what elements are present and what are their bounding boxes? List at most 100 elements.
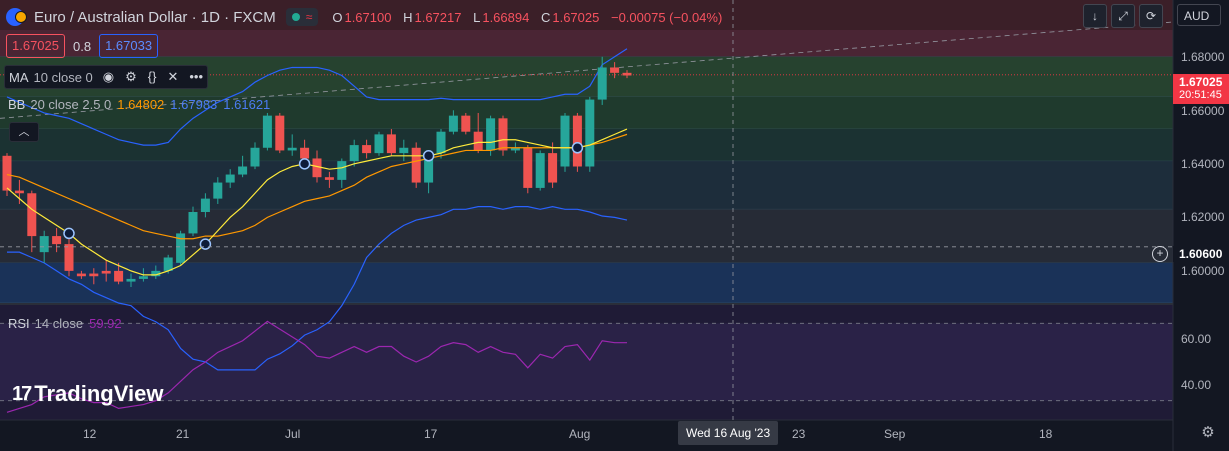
candle-body[interactable] [238, 166, 248, 175]
x-tick-label: 12 [83, 427, 97, 441]
ma-legend[interactable]: MA 10 close 0 ◉ ⚙ {} ✕ ••• [4, 65, 209, 89]
collapse-legend-button[interactable]: ︿ [9, 122, 39, 142]
ohlc-close-key: C [540, 9, 551, 25]
candle-body[interactable] [138, 276, 148, 279]
rsi-band [0, 323, 1173, 401]
eye-icon[interactable]: ◉ [102, 69, 115, 84]
gear-icon[interactable]: ⚙ [125, 69, 137, 84]
ohlc-close-value: 1.67025 [552, 9, 600, 25]
candle-body[interactable] [275, 115, 285, 151]
ma-label: MA [9, 69, 29, 85]
download-icon[interactable]: ↓ [1083, 4, 1107, 28]
candle-body[interactable] [610, 67, 620, 73]
candle-body[interactable] [225, 174, 235, 183]
candle-body[interactable] [486, 118, 496, 151]
candle-body[interactable] [473, 131, 483, 151]
x-tick-label: Aug [569, 427, 591, 441]
candle-body[interactable] [176, 233, 186, 263]
currency-flag-icon [6, 8, 27, 26]
candle-body[interactable] [324, 177, 334, 180]
ma-params: 10 close 0 [33, 69, 93, 85]
candle-body[interactable] [2, 155, 12, 191]
candle-body[interactable] [535, 153, 545, 188]
candle-body[interactable] [374, 134, 384, 154]
candle-body[interactable] [585, 99, 595, 167]
candle-body[interactable] [461, 115, 471, 132]
bb-legend[interactable]: BB 20 close 2.5 0 1.64802 1.67983 1.6162… [8, 95, 270, 113]
gear-icon[interactable]: ⚙ [1201, 424, 1215, 441]
candle-body[interactable] [151, 270, 161, 277]
bb-upper-line [6, 48, 628, 146]
candle-body[interactable] [188, 212, 198, 234]
candle-body[interactable] [436, 131, 446, 154]
candle-body[interactable] [424, 153, 434, 183]
currency-selector[interactable]: AUD [1177, 4, 1221, 26]
candle-body[interactable] [337, 161, 347, 180]
rsi-legend[interactable]: RSI 14 close 59.92 [8, 314, 122, 332]
bb-basis-value: 1.64802 [117, 96, 165, 112]
candle-body[interactable] [287, 147, 297, 151]
candle-body[interactable] [597, 67, 607, 100]
y-tick-label: 1.66000 [1181, 104, 1225, 118]
x-tick-label: Jul [285, 427, 301, 441]
candle-body[interactable] [386, 134, 396, 154]
candle-body[interactable] [523, 147, 533, 188]
y-tick-label: 1.60000 [1181, 264, 1225, 278]
sell-price-button[interactable]: 1.67025 [6, 34, 65, 58]
plus-icon[interactable]: + [1152, 246, 1168, 262]
candle-body[interactable] [64, 244, 74, 271]
candle-body[interactable] [362, 145, 372, 154]
cross-marker [422, 150, 435, 162]
candle-body[interactable] [101, 270, 111, 274]
close-icon[interactable]: ✕ [167, 69, 179, 84]
fullscreen-icon[interactable]: ⤢ [1111, 4, 1135, 28]
ohlc-open-value: 1.67100 [344, 9, 392, 25]
candle-body[interactable] [114, 270, 124, 282]
bar-countdown: 20:51:45 [1179, 89, 1222, 101]
top-zone [0, 0, 1173, 30]
rsi-tick-label: 60.00 [1181, 332, 1212, 346]
crosshair [0, 0, 1173, 420]
candle-body[interactable] [89, 273, 99, 277]
market-status-badge[interactable]: ≈ [285, 8, 319, 26]
candle-body[interactable] [39, 236, 49, 253]
candle-body[interactable] [548, 153, 558, 183]
rsi-line [6, 320, 627, 413]
candle-body[interactable] [399, 147, 409, 154]
candle-body[interactable] [411, 147, 421, 183]
y-tick-label: 1.64000 [1181, 157, 1225, 171]
candle-body[interactable] [262, 115, 272, 148]
candles[interactable] [2, 56, 632, 287]
more-icon[interactable]: ••• [189, 69, 204, 84]
candle-body[interactable] [27, 193, 37, 237]
y-tick-label: 1.62000 [1181, 210, 1225, 224]
ohlc-values: O 1.67100 H 1.67217 L 1.66894 C 1.67025 −0.0… [332, 10, 730, 25]
candle-body[interactable] [312, 158, 322, 178]
candle-body[interactable] [448, 115, 458, 132]
candle-body[interactable] [349, 145, 359, 162]
candle-body[interactable] [560, 115, 570, 167]
candle-body[interactable] [52, 236, 62, 245]
candle-body[interactable] [572, 115, 582, 167]
bb-lower-line [7, 206, 628, 371]
screenshot-icon[interactable]: ⟳ [1139, 4, 1163, 28]
candle-body[interactable] [126, 278, 136, 282]
candle-body[interactable] [213, 182, 223, 199]
candle-body[interactable] [510, 147, 520, 151]
candle-body[interactable] [200, 198, 210, 212]
candle-body[interactable] [622, 72, 632, 76]
candle-body[interactable] [498, 118, 508, 151]
candle-body[interactable] [163, 257, 173, 271]
x-axis-background [0, 420, 1173, 451]
code-braces-icon[interactable]: {} [147, 69, 157, 84]
candle-body[interactable] [250, 147, 260, 167]
rsi-params: 14 close [34, 315, 84, 331]
symbol-legend[interactable]: Euro / Australian Dollar · 1D · FXCM ≈ O… [6, 4, 730, 30]
candle-body[interactable] [14, 190, 24, 194]
buy-price-button[interactable]: 1.67033 [99, 34, 159, 58]
ohlc-high-key: H [403, 9, 413, 25]
symbol-title[interactable]: Euro / Australian Dollar · 1D · FXCM [34, 8, 276, 26]
candle-body[interactable] [76, 273, 86, 277]
candle-body[interactable] [300, 147, 310, 159]
